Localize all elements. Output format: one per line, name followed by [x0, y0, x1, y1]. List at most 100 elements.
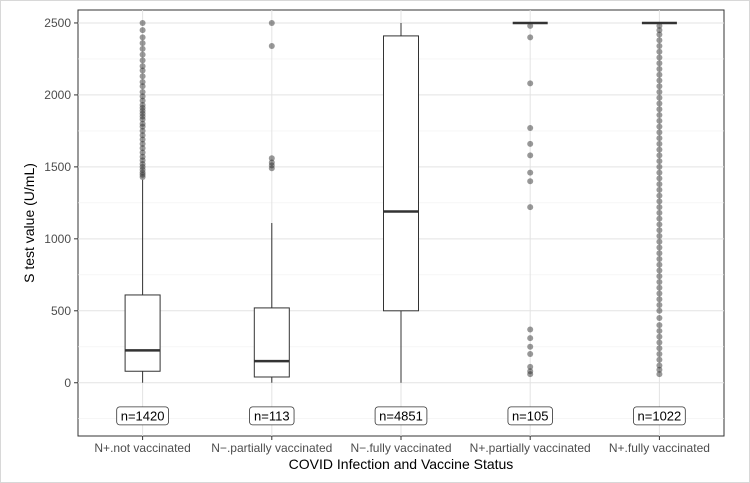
outlier-point: [656, 356, 663, 363]
outlier-point: [527, 326, 534, 333]
count-label-box: [249, 406, 295, 426]
outlier-point: [656, 267, 663, 274]
outlier-point: [656, 37, 663, 44]
outlier-point: [656, 215, 663, 222]
outlier-point: [527, 368, 534, 375]
outlier-point: [656, 296, 663, 303]
count-label-4: n=105: [507, 406, 553, 426]
y-tick-label: 1500: [44, 160, 71, 174]
outlier-point: [656, 169, 663, 176]
outlier-point: [656, 123, 663, 130]
outlier-point: [527, 204, 534, 211]
outlier-point: [656, 327, 663, 334]
outlier-point: [656, 94, 663, 101]
outlier-point: [656, 135, 663, 142]
outlier-point: [656, 181, 663, 188]
outlier-point: [656, 66, 663, 73]
outlier-point: [527, 350, 534, 357]
y-tick-label: 500: [51, 304, 71, 318]
outlier-point: [656, 362, 663, 369]
outlier-point: [656, 366, 663, 373]
y-tick-label: 2000: [44, 88, 71, 102]
outlier-point: [656, 345, 663, 352]
outlier-point: [139, 51, 146, 58]
y-tick-label: 2500: [44, 16, 71, 30]
outlier-point: [656, 42, 663, 49]
count-label-2: n=113: [249, 406, 295, 426]
x-tick-label: N+.partially vaccinated: [470, 441, 591, 455]
outlier-point: [139, 145, 146, 152]
outlier-points: [139, 19, 663, 378]
outlier-point: [656, 290, 663, 297]
outlier-point: [139, 57, 146, 64]
outlier-point: [139, 127, 146, 134]
outlier-point: [656, 27, 663, 34]
outlier-point: [139, 34, 146, 41]
outlier-point: [139, 83, 146, 90]
count-label-1: n=1420: [116, 406, 169, 426]
outlier-point: [527, 125, 534, 132]
outlier-point: [656, 198, 663, 205]
count-label-text: n=113: [254, 408, 290, 423]
outlier-point: [656, 146, 663, 153]
count-label-box: [374, 406, 428, 426]
outlier-point: [139, 136, 146, 143]
outlier-point: [656, 250, 663, 257]
outlier-point: [268, 159, 275, 166]
outlier-point: [656, 152, 663, 159]
outlier-point: [656, 48, 663, 55]
outlier-point: [656, 302, 663, 309]
outlier-point: [656, 31, 663, 38]
outlier-point: [656, 232, 663, 239]
outlier-point: [656, 100, 663, 107]
x-tick-label: N+.not vaccinated: [94, 441, 190, 455]
outlier-point: [139, 45, 146, 52]
x-tick-label: N−.fully vaccinated: [350, 441, 451, 455]
outlier-point: [139, 89, 146, 96]
outlier-point: [656, 350, 663, 357]
count-label-box: [116, 406, 169, 426]
outlier-point: [527, 363, 534, 370]
outlier-point: [656, 314, 663, 321]
count-label-box: [507, 406, 553, 426]
outlier-point: [656, 192, 663, 199]
y-axis-title: S test value (U/mL): [21, 163, 37, 283]
outlier-point: [656, 77, 663, 84]
outlier-point: [656, 186, 663, 193]
count-label-text: n=1420: [121, 408, 165, 423]
outlier-point: [656, 71, 663, 78]
outlier-point: [656, 112, 663, 119]
count-label-3: n=4851: [374, 406, 428, 426]
outlier-point: [656, 238, 663, 245]
count-label-5: n=1022: [633, 406, 686, 426]
outlier-point: [527, 80, 534, 87]
outlier-point: [268, 42, 275, 49]
outlier-point: [527, 22, 534, 29]
y-axis: 0 500 1000 1500 2000 2500: [44, 16, 78, 390]
x-axis: N+.not vaccinated N−.partially vaccinated…: [94, 436, 710, 455]
outlier-point: [527, 343, 534, 350]
outlier-point: [656, 163, 663, 170]
outlier-point: [656, 158, 663, 165]
outlier-point: [656, 54, 663, 61]
outlier-point: [656, 60, 663, 67]
outlier-point: [656, 175, 663, 182]
outlier-point: [139, 140, 146, 147]
outlier-point: [527, 335, 534, 342]
outlier-point: [656, 89, 663, 96]
outlier-point: [527, 169, 534, 176]
outlier-point: [139, 101, 146, 108]
outlier-point: [139, 78, 146, 85]
outlier-point: [656, 273, 663, 280]
outlier-point: [139, 93, 146, 100]
box-2: [253, 223, 290, 383]
count-label-box: [633, 406, 686, 426]
outlier-point: [139, 97, 146, 104]
outlier-point: [656, 129, 663, 136]
outlier-point: [139, 27, 146, 34]
outlier-point: [139, 19, 146, 26]
outlier-point: [656, 209, 663, 216]
outlier-point: [656, 244, 663, 251]
outlier-point: [656, 279, 663, 286]
